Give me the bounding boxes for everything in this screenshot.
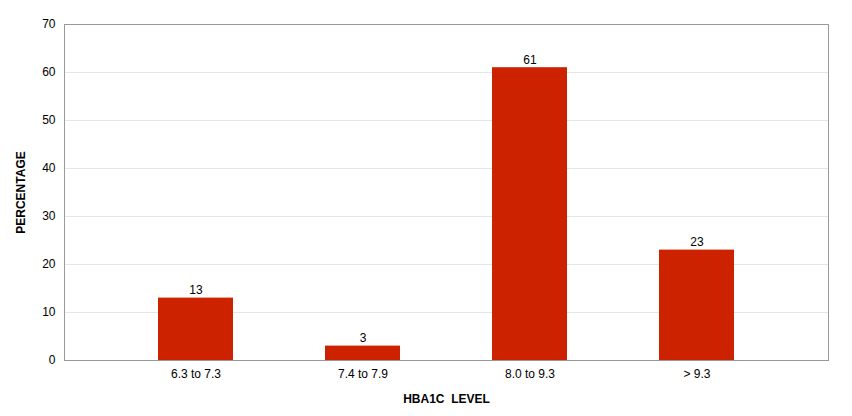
svg-text:30: 30 [42, 209, 56, 223]
svg-text:40: 40 [42, 161, 56, 175]
svg-text:8.0 to 9.3: 8.0 to 9.3 [505, 367, 555, 381]
svg-text:50: 50 [42, 113, 56, 127]
svg-text:70: 70 [42, 17, 56, 31]
svg-text:60: 60 [42, 65, 56, 79]
svg-text:10: 10 [42, 305, 56, 319]
svg-text:3: 3 [360, 331, 367, 345]
svg-text:13: 13 [189, 283, 203, 297]
svg-text:7.4 to 7.9: 7.4 to 7.9 [338, 367, 388, 381]
svg-text:6.3 to 7.3: 6.3 to 7.3 [171, 367, 221, 381]
svg-text:23: 23 [690, 235, 704, 249]
svg-text:> 9.3: > 9.3 [683, 367, 710, 381]
svg-text:61: 61 [523, 53, 537, 67]
svg-text:0: 0 [49, 353, 56, 367]
svg-text:PERCENTAGE: PERCENTAGE [14, 151, 28, 233]
svg-text:HBA1C LEVEL: HBA1C LEVEL [403, 392, 490, 406]
svg-text:20: 20 [42, 257, 56, 271]
